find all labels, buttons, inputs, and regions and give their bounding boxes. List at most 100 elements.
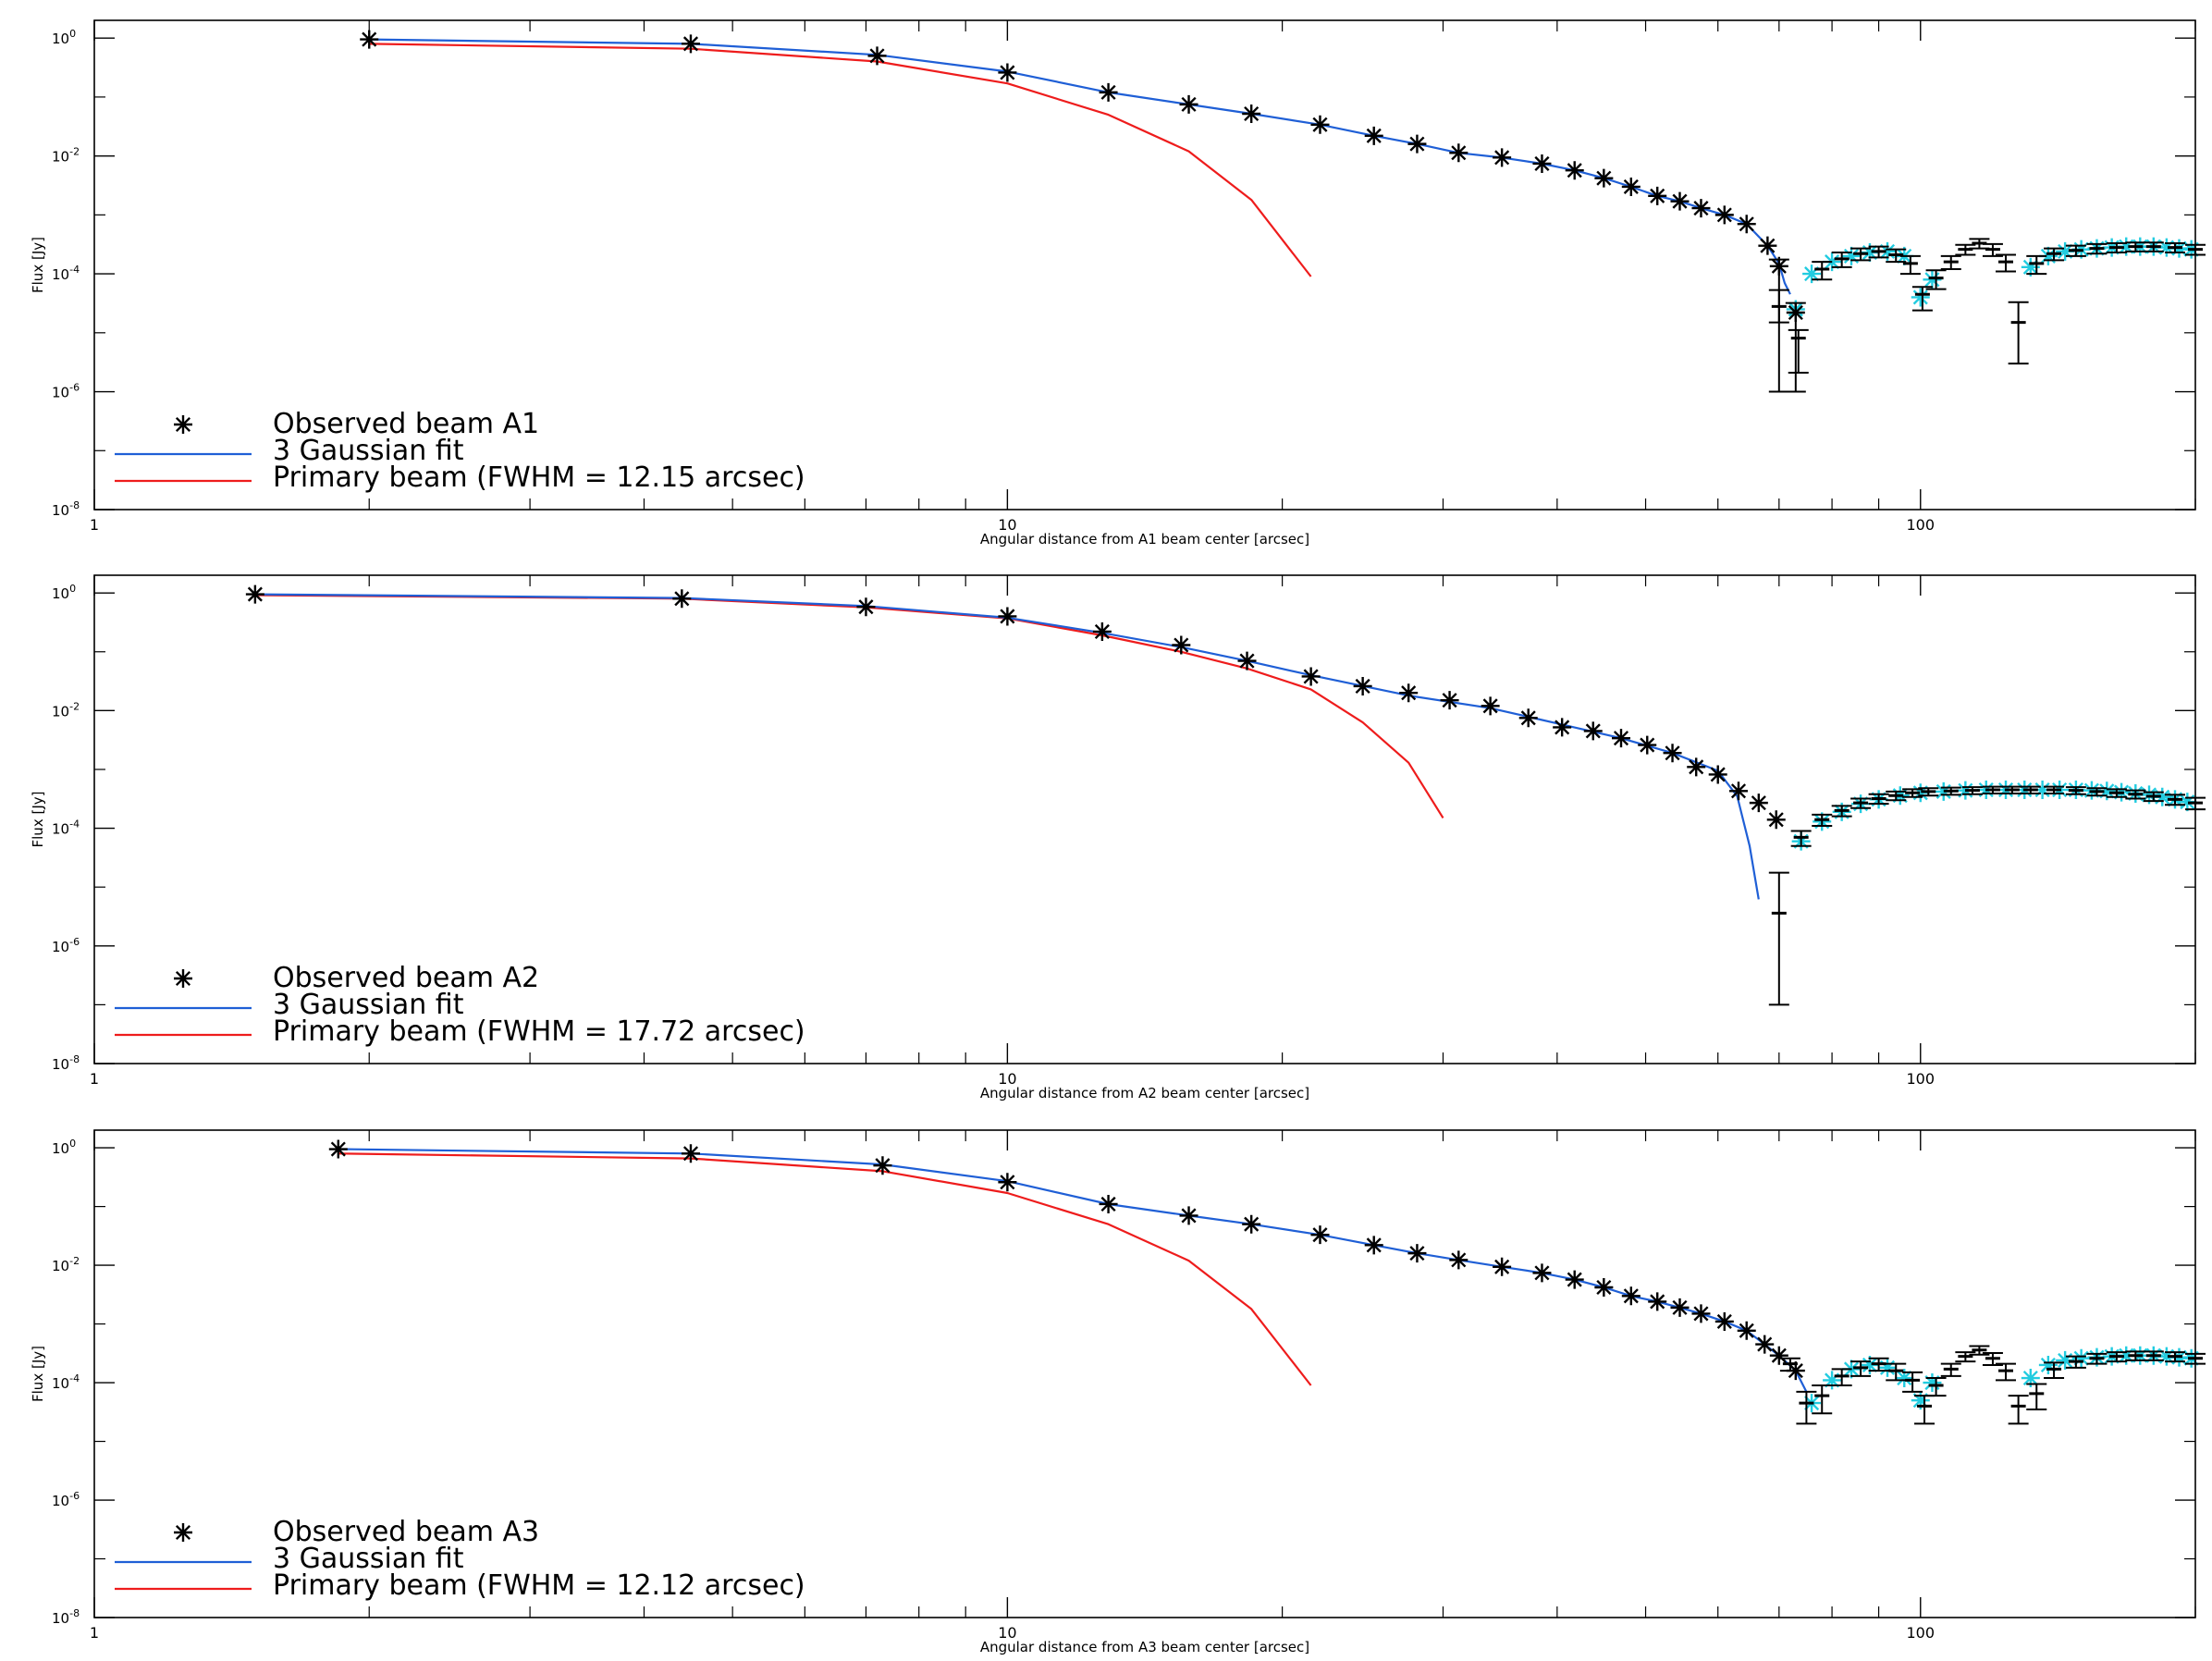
legend-item: Observed beam A2 (174, 962, 539, 994)
error-bar (1812, 1384, 1833, 1415)
legend-label: 3 Gaussian fit (273, 989, 464, 1021)
legend-label: Observed beam A1 (273, 408, 539, 440)
error-bar (1768, 871, 1789, 1006)
observed-data-point (1663, 744, 1682, 763)
observed-data-point (1099, 82, 1118, 102)
error-bar (1812, 261, 1833, 281)
cyan-data-point (1823, 1371, 1842, 1390)
y-tick-label: 10-8 (52, 499, 80, 519)
cyan-data-point (2021, 257, 2040, 277)
observed-data-point (1612, 729, 1630, 748)
observed-data-point (1532, 1263, 1552, 1283)
x-tick-label: 100 (1906, 516, 1935, 534)
y-tick-label: 10-2 (52, 1255, 80, 1274)
cyan-data-point (1842, 246, 1861, 265)
x-tick-label: 1 (90, 516, 99, 534)
series-line-primary-beam (369, 43, 1312, 277)
error-bar (1925, 1377, 1947, 1397)
legend-item: Primary beam (FWHM = 12.12 arcsec) (115, 1569, 805, 1602)
cyan-data-point (2157, 1347, 2176, 1366)
x-tick-label: 10 (998, 1624, 1016, 1642)
observed-data-point (1670, 191, 1690, 211)
observed-data-point (1364, 126, 1383, 145)
observed-data-point (1353, 676, 1372, 695)
y-tick-label: 10-8 (52, 1607, 80, 1627)
observed-data-point (1687, 757, 1706, 777)
legend-marker-asterisk (174, 969, 192, 988)
observed-data-point (1301, 667, 1321, 686)
legend-marker-asterisk (174, 415, 192, 434)
observed-data-point (1099, 1194, 1118, 1213)
legend-item: 3 Gaussian fit (115, 989, 464, 1021)
observed-data-point (1621, 177, 1641, 196)
legend-item: Primary beam (FWHM = 17.72 arcsec) (115, 1015, 805, 1048)
observed-data-point (1691, 199, 1711, 218)
y-tick-label: 100 (52, 28, 76, 47)
observed-data-point (1440, 691, 1459, 710)
y-tick-label: 100 (52, 583, 76, 602)
error-bar (2008, 301, 2029, 365)
chart-panel-1: 1 10 100 100 10-2 10-4 10-6 10-8 Angular distanc… (30, 19, 2206, 548)
legend-item: 3 Gaussian fit (115, 1543, 464, 1575)
legend-label: 3 Gaussian fit (273, 435, 464, 467)
plot-frame (93, 1129, 2196, 1618)
x-tick-label: 100 (1906, 1624, 1935, 1642)
observed-data-point (1769, 256, 1788, 276)
observed-data-point (1755, 1335, 1775, 1354)
observed-data-point (873, 1156, 892, 1175)
observed-data-point (1407, 134, 1427, 154)
observed-data-point (1691, 1304, 1711, 1323)
y-tick-label: 100 (52, 1138, 76, 1157)
cyan-data-point (1911, 288, 1930, 307)
cyan-data-point (2056, 241, 2075, 261)
legend-label: Observed beam A2 (273, 962, 539, 994)
cyan-data-point (2071, 1348, 2091, 1368)
cyan-data-point (2117, 237, 2136, 256)
error-bar (1925, 269, 1947, 290)
error-bar (2026, 254, 2047, 276)
observed-data-point (998, 1173, 1017, 1192)
x-axis-label: Angular distance from A1 beam center [ar… (980, 531, 1309, 548)
chart-panel-3: 1 10 100 100 10-2 10-4 10-6 10-8 Angular distanc… (30, 1129, 2206, 1655)
cyan-data-point (1860, 243, 1879, 263)
cyan-data-point (1878, 241, 1898, 261)
observed-data-point (1493, 148, 1512, 167)
observed-data-point (1749, 794, 1768, 813)
series-line-gaussian-fit (254, 593, 1760, 900)
series-line-primary-beam (254, 594, 1444, 818)
observed-data-point (1242, 105, 1261, 124)
cyan-data-point (2140, 785, 2159, 805)
x-tick-label: 10 (998, 516, 1016, 534)
observed-data-point (1714, 205, 1734, 225)
observed-data-point (1092, 621, 1112, 641)
x-tick-label: 1 (90, 1070, 99, 1088)
legend-label: Primary beam (FWHM = 12.15 arcsec) (273, 461, 805, 494)
observed-data-point (1758, 236, 1777, 255)
x-tick-label: 10 (998, 1070, 1016, 1088)
cyan-data-point (2097, 781, 2117, 801)
observed-data-point (1786, 302, 1805, 322)
x-axis-label: Angular distance from A3 beam center [ar… (980, 1639, 1309, 1655)
error-bar (1899, 254, 1921, 276)
cyan-data-point (1802, 265, 1822, 284)
y-tick-label: 10-4 (52, 818, 80, 838)
cyan-data-point (1895, 1369, 1914, 1388)
observed-data-point (867, 46, 887, 66)
legend-marker-asterisk (174, 1523, 192, 1542)
observed-data-point (1179, 1206, 1198, 1225)
observed-data-point (1670, 1298, 1690, 1317)
legend-item: Observed beam A3 (174, 1516, 539, 1548)
plot-frame (93, 19, 2196, 511)
observed-data-point (672, 589, 692, 609)
error-bar (1902, 1371, 1923, 1393)
observed-data-point (1737, 1321, 1756, 1340)
observed-data-point (1565, 1270, 1584, 1289)
legend-label: Primary beam (FWHM = 12.12 arcsec) (273, 1569, 805, 1602)
error-bar (1788, 328, 1809, 375)
observed-data-point (1449, 1250, 1469, 1270)
observed-data-point (1310, 1225, 1330, 1245)
error-bar (1796, 1390, 1817, 1425)
legend-label: 3 Gaussian fit (273, 1543, 464, 1575)
